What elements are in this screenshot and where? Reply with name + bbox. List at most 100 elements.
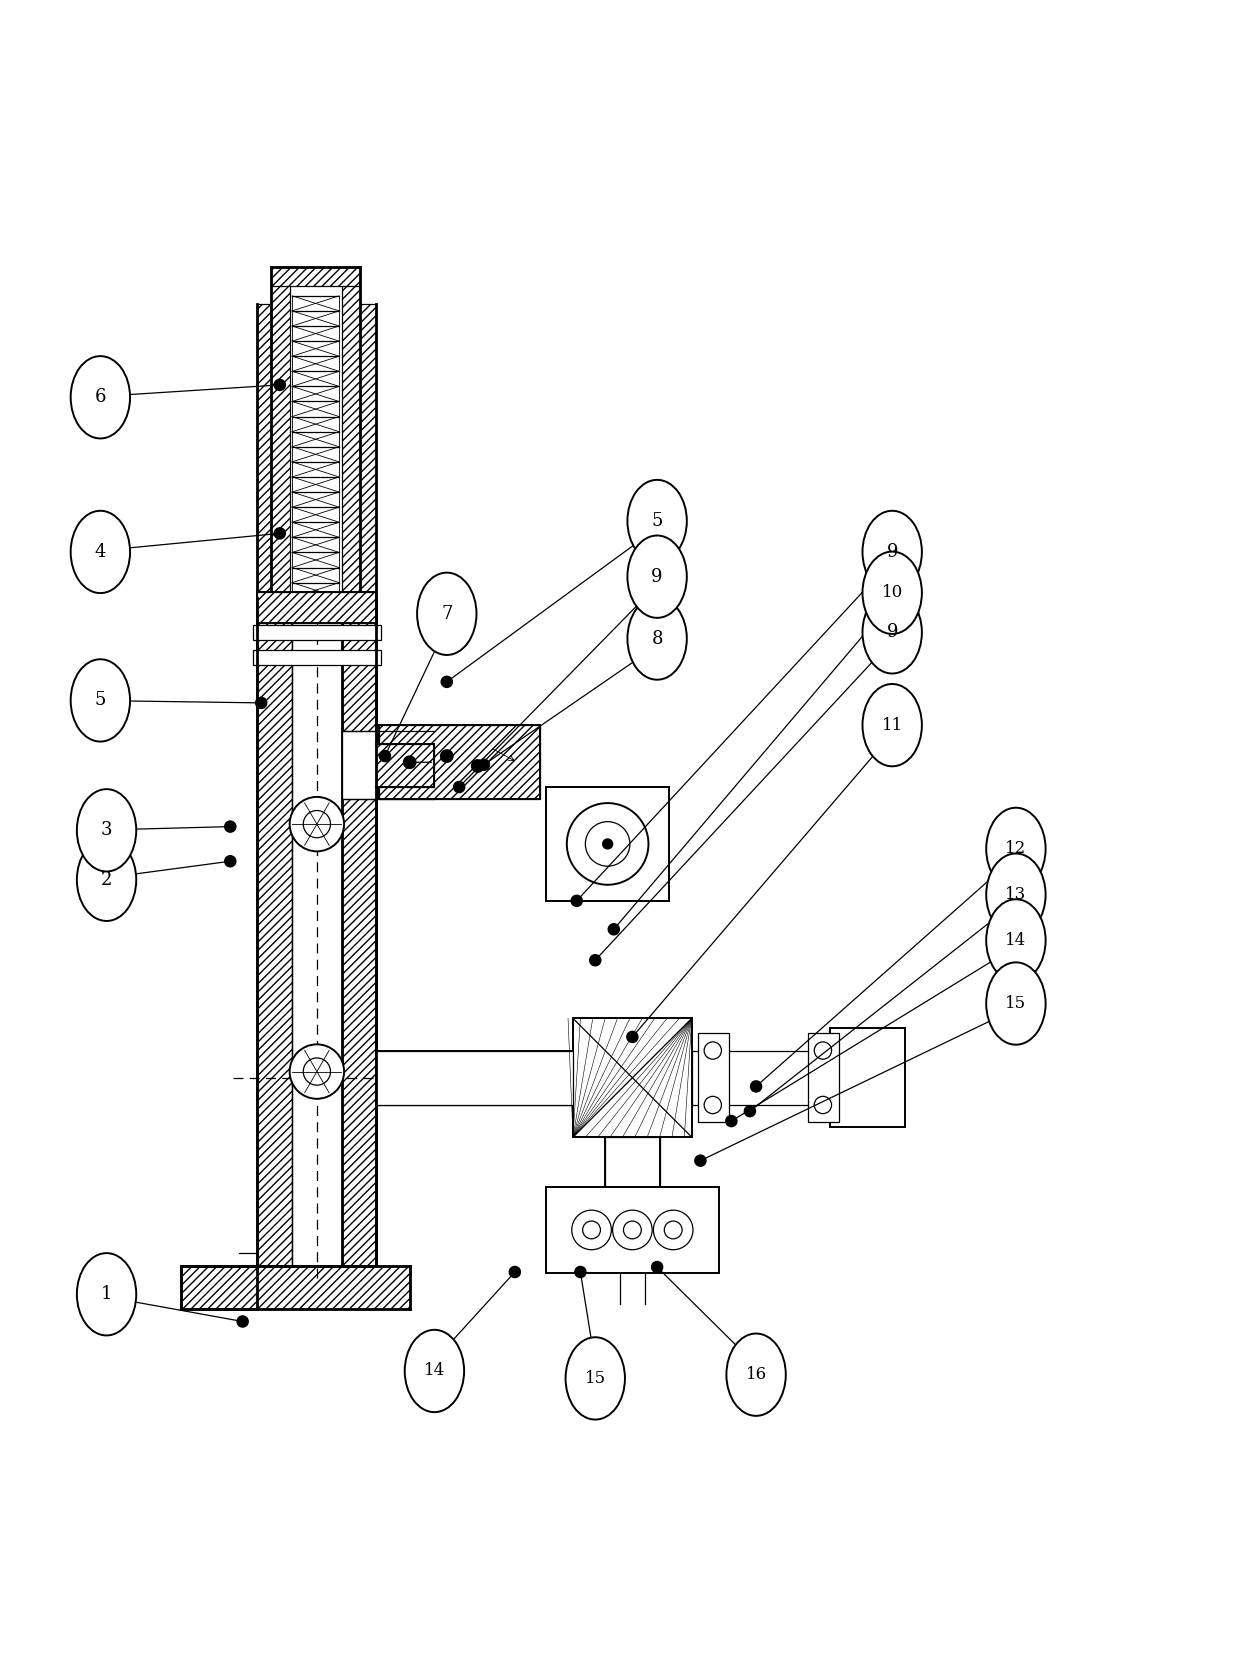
Bar — [378, 724, 539, 800]
Circle shape — [224, 821, 236, 831]
Ellipse shape — [627, 535, 687, 617]
Ellipse shape — [986, 962, 1045, 1044]
Bar — [258, 304, 293, 1266]
Ellipse shape — [863, 591, 921, 674]
Bar — [831, 1029, 904, 1128]
Text: 3: 3 — [100, 821, 113, 840]
Circle shape — [274, 527, 285, 539]
Ellipse shape — [627, 597, 687, 679]
Bar — [573, 1019, 692, 1138]
Circle shape — [694, 1154, 706, 1166]
Text: 11: 11 — [882, 716, 903, 734]
Circle shape — [585, 821, 630, 867]
Text: 10: 10 — [882, 584, 903, 601]
Text: 16: 16 — [745, 1367, 766, 1384]
Bar — [272, 268, 290, 607]
Circle shape — [471, 760, 484, 773]
Circle shape — [454, 781, 465, 793]
Circle shape — [704, 1096, 722, 1114]
Bar — [546, 786, 670, 900]
Circle shape — [567, 803, 649, 885]
Ellipse shape — [417, 572, 476, 654]
Text: 9: 9 — [887, 624, 898, 641]
Bar — [605, 1138, 660, 1190]
Text: 1: 1 — [100, 1285, 113, 1303]
Ellipse shape — [71, 510, 130, 594]
Text: 9: 9 — [887, 544, 898, 560]
Bar — [181, 1266, 409, 1308]
Circle shape — [304, 1057, 331, 1086]
Circle shape — [441, 676, 453, 688]
Text: 7: 7 — [441, 606, 453, 622]
Circle shape — [725, 1116, 737, 1126]
Bar — [253, 626, 381, 639]
Text: 6: 6 — [94, 388, 107, 407]
Circle shape — [237, 1317, 248, 1327]
Ellipse shape — [627, 480, 687, 562]
Text: 9: 9 — [651, 567, 663, 586]
Circle shape — [290, 796, 343, 852]
Circle shape — [744, 1106, 755, 1118]
Circle shape — [304, 810, 331, 838]
Bar — [253, 649, 381, 664]
Ellipse shape — [863, 552, 921, 634]
Text: 15: 15 — [585, 1370, 606, 1387]
Ellipse shape — [727, 1333, 786, 1415]
Text: 13: 13 — [1006, 887, 1027, 903]
Bar — [290, 286, 342, 607]
Text: 5: 5 — [651, 512, 663, 530]
Ellipse shape — [863, 684, 921, 766]
Circle shape — [750, 1081, 761, 1092]
Bar — [808, 1034, 839, 1123]
Bar — [342, 304, 376, 1266]
Bar — [293, 304, 342, 1266]
Text: 12: 12 — [1006, 840, 1027, 857]
Text: 14: 14 — [424, 1362, 445, 1380]
Ellipse shape — [565, 1337, 625, 1420]
Bar — [272, 268, 360, 286]
Text: 14: 14 — [1006, 932, 1027, 949]
Text: 5: 5 — [94, 691, 107, 709]
Bar — [546, 1186, 719, 1273]
Bar — [342, 744, 484, 793]
Ellipse shape — [77, 790, 136, 872]
Circle shape — [815, 1042, 832, 1059]
Circle shape — [653, 1210, 693, 1250]
Text: 4: 4 — [94, 544, 107, 560]
Text: 8: 8 — [651, 629, 663, 647]
Circle shape — [379, 751, 391, 761]
Circle shape — [403, 756, 415, 768]
Circle shape — [665, 1221, 682, 1238]
Circle shape — [224, 855, 236, 867]
Circle shape — [609, 923, 620, 935]
Ellipse shape — [986, 808, 1045, 890]
Circle shape — [274, 380, 285, 390]
Ellipse shape — [404, 1330, 464, 1412]
Circle shape — [590, 955, 601, 965]
Bar — [342, 268, 360, 607]
Ellipse shape — [863, 510, 921, 594]
Bar — [181, 1266, 258, 1308]
Circle shape — [704, 1042, 722, 1059]
Circle shape — [815, 1096, 832, 1114]
Ellipse shape — [77, 838, 136, 920]
Circle shape — [255, 698, 267, 708]
Bar — [692, 1051, 843, 1104]
Text: 15: 15 — [1006, 995, 1027, 1012]
Circle shape — [626, 1031, 637, 1042]
Bar — [258, 592, 376, 622]
Circle shape — [572, 895, 583, 907]
Text: 2: 2 — [100, 872, 113, 888]
Circle shape — [510, 1266, 521, 1278]
Circle shape — [651, 1261, 662, 1273]
Bar — [342, 731, 376, 800]
Circle shape — [572, 1210, 611, 1250]
Ellipse shape — [986, 853, 1045, 935]
Ellipse shape — [986, 900, 1045, 982]
Circle shape — [624, 1221, 641, 1238]
Circle shape — [583, 1221, 600, 1238]
Bar — [376, 744, 434, 786]
Circle shape — [613, 1210, 652, 1250]
Circle shape — [479, 760, 490, 770]
Bar — [376, 1051, 670, 1104]
